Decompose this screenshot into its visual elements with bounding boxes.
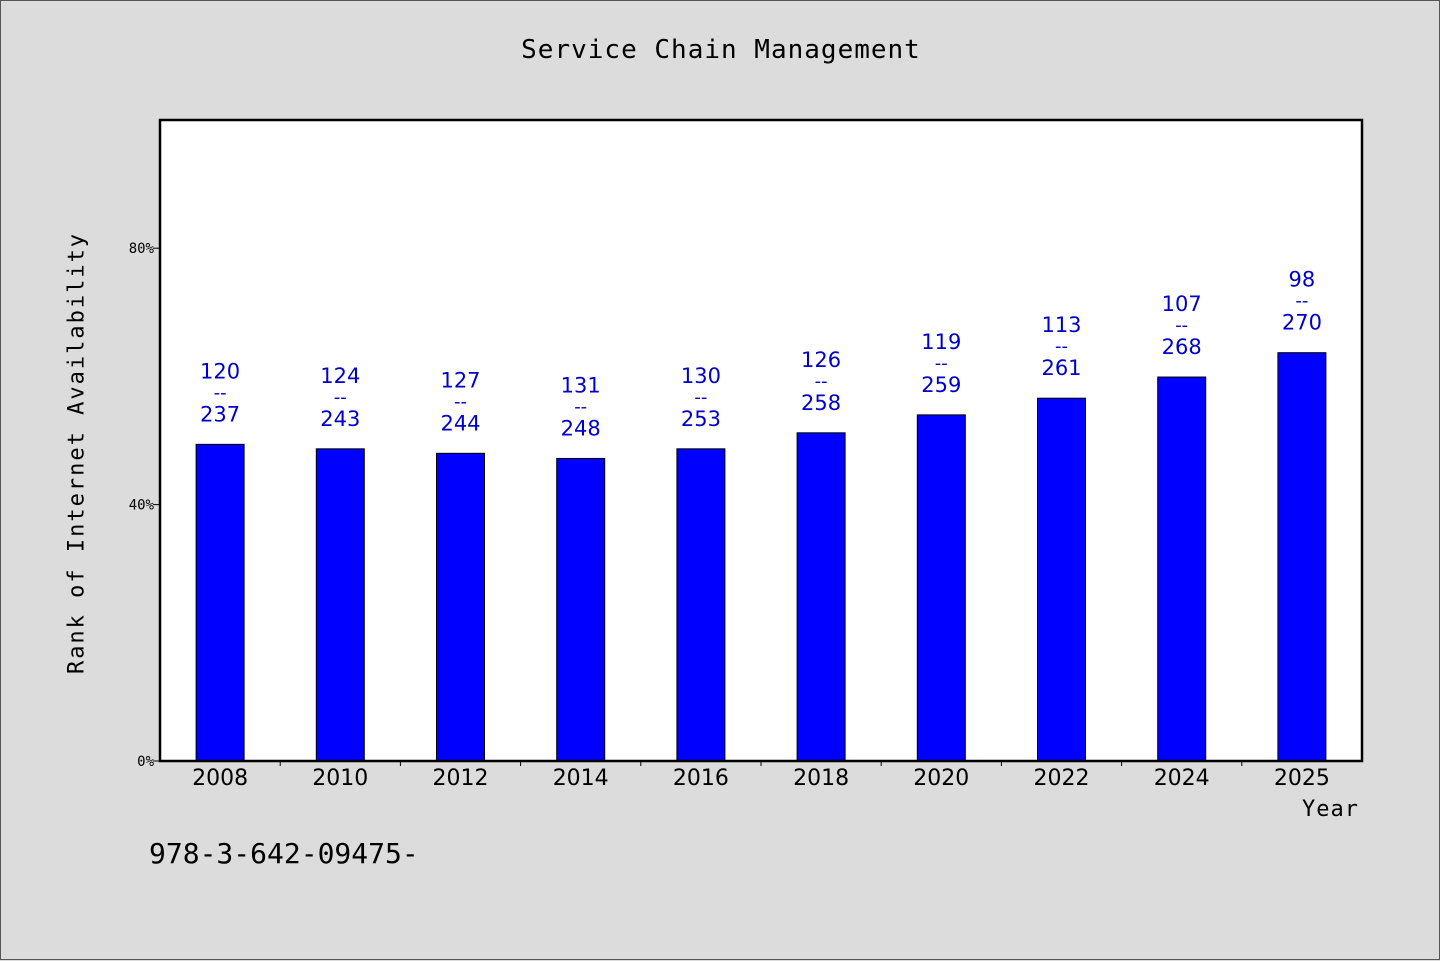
isbn-footnote: 978-3-642-09475-	[149, 837, 419, 870]
data-label-separator: --	[694, 387, 707, 408]
bar	[195, 443, 245, 762]
data-label-top: 107	[1162, 292, 1202, 316]
data-label-separator: --	[334, 387, 347, 408]
data-label-top: 124	[320, 364, 360, 388]
data-label-bottom: 253	[681, 407, 721, 431]
data-label-bottom: 244	[440, 411, 480, 435]
y-tick-label: 0%	[137, 754, 154, 770]
data-label-top: 127	[440, 368, 480, 392]
data-label-separator: --	[454, 391, 467, 412]
data-label-separator: --	[1295, 291, 1308, 312]
bar	[916, 414, 966, 762]
x-tick-label: 2010	[312, 766, 368, 791]
bar	[796, 432, 846, 762]
data-label-bottom: 243	[320, 407, 360, 431]
data-label-bottom: 248	[561, 416, 601, 440]
data-label-top: 113	[1041, 313, 1081, 337]
x-tick-label: 2020	[913, 766, 969, 791]
x-tick-label: 2022	[1034, 766, 1090, 791]
data-label-bottom: 237	[200, 402, 240, 426]
data-label-separator: --	[1175, 315, 1188, 336]
data-label-bottom: 270	[1282, 311, 1322, 335]
data-label-separator: --	[574, 396, 587, 417]
data-label-top: 130	[681, 364, 721, 388]
data-label-top: 120	[200, 359, 240, 383]
bar	[315, 448, 365, 762]
bar	[436, 452, 485, 762]
data-label-bottom: 268	[1162, 335, 1202, 359]
chart-title: Service Chain Management	[521, 35, 921, 65]
data-label-separator: --	[935, 353, 948, 374]
bar	[1157, 376, 1207, 762]
bar	[676, 448, 726, 762]
data-label-top: 131	[561, 373, 601, 397]
plot-border	[158, 118, 1364, 763]
data-label-separator: --	[1055, 336, 1068, 357]
x-axis-label: Year	[1302, 797, 1359, 822]
x-tick-label: 2018	[793, 766, 849, 791]
y-tick-label: 80%	[129, 241, 155, 257]
data-label-top: 119	[921, 330, 961, 354]
bar	[1037, 397, 1086, 762]
y-tick-label: 40%	[129, 498, 155, 514]
x-tick-label: 2024	[1154, 766, 1210, 791]
bar	[556, 457, 606, 762]
data-label-top: 98	[1289, 268, 1316, 292]
x-tick-label: 2012	[433, 766, 489, 791]
data-label-separator: --	[815, 371, 828, 392]
data-label-top: 126	[801, 348, 841, 372]
data-label-bottom: 261	[1041, 356, 1081, 380]
x-tick-label: 2008	[192, 766, 248, 791]
x-tick-label: 2025	[1274, 766, 1330, 791]
x-tick-label: 2016	[673, 766, 729, 791]
data-label-bottom: 259	[921, 373, 961, 397]
bar	[1277, 352, 1327, 762]
data-label-bottom: 258	[801, 391, 841, 415]
data-label-separator: --	[214, 382, 227, 403]
x-tick-label: 2014	[553, 766, 609, 791]
